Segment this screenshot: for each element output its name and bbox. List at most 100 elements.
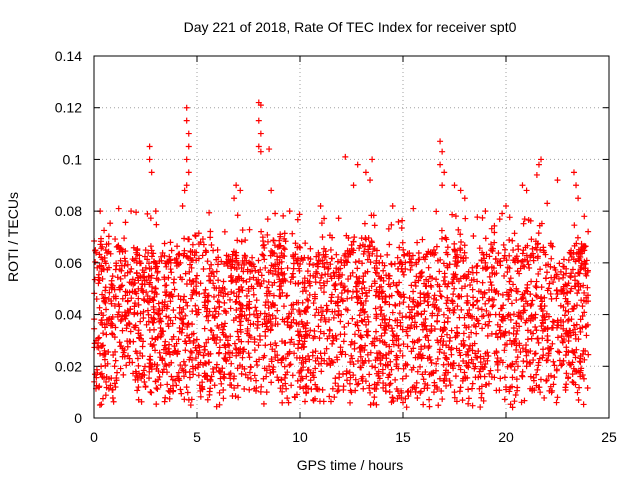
data-point bbox=[135, 396, 142, 403]
data-point bbox=[177, 274, 184, 281]
data-point bbox=[444, 294, 451, 301]
data-point bbox=[187, 354, 194, 361]
data-point bbox=[115, 309, 122, 316]
data-point bbox=[399, 326, 406, 333]
data-point bbox=[122, 315, 129, 322]
data-point bbox=[154, 269, 161, 276]
data-point bbox=[302, 358, 309, 365]
data-point bbox=[297, 328, 304, 335]
data-point bbox=[130, 244, 137, 251]
data-point bbox=[437, 138, 444, 145]
data-point bbox=[286, 208, 293, 215]
data-point bbox=[356, 275, 363, 282]
data-point bbox=[456, 388, 463, 395]
data-point bbox=[412, 279, 419, 286]
data-point bbox=[179, 365, 186, 372]
data-point bbox=[583, 272, 590, 279]
data-point bbox=[394, 288, 401, 295]
data-point bbox=[231, 264, 238, 271]
data-point bbox=[113, 260, 120, 267]
data-point bbox=[203, 339, 210, 346]
data-point bbox=[345, 287, 352, 294]
data-point bbox=[572, 354, 579, 361]
data-point bbox=[425, 264, 432, 271]
data-point bbox=[333, 251, 340, 258]
data-point bbox=[431, 382, 438, 389]
data-point bbox=[242, 237, 249, 244]
data-point bbox=[167, 259, 174, 266]
data-point bbox=[136, 335, 143, 342]
data-point bbox=[533, 292, 539, 299]
data-point bbox=[167, 385, 174, 392]
data-point bbox=[386, 343, 393, 350]
data-point bbox=[543, 377, 550, 384]
data-point bbox=[373, 335, 380, 342]
data-point bbox=[92, 258, 99, 265]
data-point bbox=[237, 322, 244, 329]
data-point bbox=[580, 347, 587, 354]
data-point bbox=[382, 388, 389, 395]
data-point bbox=[284, 369, 291, 376]
data-point bbox=[121, 309, 128, 316]
data-point bbox=[363, 331, 370, 338]
data-point bbox=[144, 298, 151, 305]
data-point bbox=[462, 283, 469, 290]
data-point bbox=[461, 195, 468, 202]
data-point bbox=[338, 311, 345, 318]
data-point bbox=[97, 371, 104, 378]
data-point bbox=[195, 342, 202, 349]
data-point bbox=[209, 365, 216, 372]
data-point bbox=[270, 292, 277, 299]
data-point bbox=[348, 389, 355, 396]
data-point bbox=[437, 292, 444, 299]
data-point bbox=[479, 279, 486, 286]
data-point bbox=[251, 372, 258, 379]
data-point bbox=[580, 401, 587, 408]
data-point bbox=[345, 320, 352, 327]
data-point bbox=[137, 274, 144, 281]
data-point bbox=[144, 307, 151, 314]
data-point bbox=[200, 352, 207, 359]
y-tick-label: 0.1 bbox=[63, 151, 83, 167]
data-point bbox=[296, 267, 303, 274]
data-point bbox=[499, 210, 506, 217]
data-point bbox=[207, 277, 214, 284]
data-point bbox=[464, 299, 471, 306]
data-point bbox=[204, 258, 211, 265]
data-point bbox=[222, 344, 229, 351]
data-point bbox=[381, 299, 388, 306]
data-point bbox=[388, 261, 395, 268]
data-point bbox=[171, 343, 178, 350]
data-point bbox=[167, 298, 174, 305]
data-point bbox=[487, 367, 494, 374]
data-point bbox=[195, 372, 202, 379]
data-point bbox=[373, 328, 380, 335]
data-point bbox=[129, 256, 136, 263]
data-point bbox=[280, 212, 287, 219]
data-point bbox=[266, 363, 273, 370]
data-point bbox=[440, 260, 447, 267]
data-point bbox=[196, 382, 203, 389]
data-point bbox=[205, 317, 212, 324]
data-point bbox=[204, 376, 211, 383]
data-point bbox=[241, 252, 248, 259]
data-point bbox=[571, 303, 578, 310]
data-point bbox=[388, 399, 395, 406]
data-point bbox=[527, 360, 534, 367]
data-point bbox=[265, 318, 272, 325]
data-point bbox=[439, 396, 446, 403]
data-point bbox=[233, 182, 240, 189]
data-point bbox=[326, 232, 333, 239]
data-point bbox=[310, 262, 317, 269]
data-point bbox=[547, 240, 554, 247]
data-point bbox=[337, 281, 344, 288]
data-point bbox=[572, 277, 579, 284]
data-point bbox=[407, 325, 414, 332]
data-point bbox=[172, 314, 179, 321]
data-point bbox=[201, 325, 208, 332]
data-point bbox=[545, 345, 552, 352]
data-point bbox=[146, 375, 153, 382]
data-point bbox=[516, 323, 523, 330]
data-point bbox=[415, 277, 422, 284]
data-point bbox=[362, 342, 369, 349]
